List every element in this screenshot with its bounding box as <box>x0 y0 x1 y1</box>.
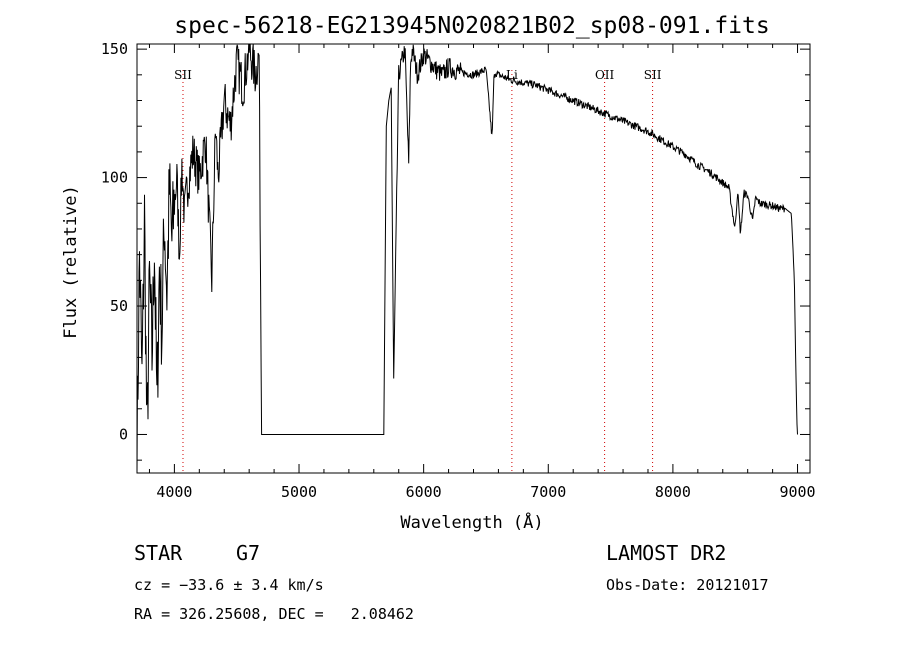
x-tick-label: 6000 <box>406 483 442 501</box>
y-tick-label: 50 <box>110 297 128 315</box>
y-tick-label: 100 <box>101 169 128 187</box>
spectrum-line <box>136 43 798 474</box>
chart-title: spec-56218-EG213945N020821B02_sp08-091.f… <box>174 13 769 39</box>
plot-area: 4000 5000 6000 7000 8000 9000 0 50 100 150 SII Li OI… <box>101 40 816 501</box>
object-subclass: G7 <box>236 541 260 565</box>
spectral-line-label: SII <box>174 68 192 82</box>
x-tick-label: 5000 <box>281 483 317 501</box>
x-axis-label: Wavelength (Å) <box>400 511 543 533</box>
object-class: STAR <box>134 541 183 565</box>
spectral-line-label: SII <box>644 68 662 82</box>
x-tick-label: 9000 <box>779 483 815 501</box>
spectral-line-label: Li <box>506 68 518 82</box>
y-tick-label: 150 <box>101 40 128 58</box>
x-tick-label: 4000 <box>156 483 192 501</box>
obs-date: Obs-Date: 20121017 <box>606 576 769 594</box>
x-tick-label: 7000 <box>530 483 566 501</box>
survey-label: LAMOST DR2 <box>606 541 726 565</box>
coordinates-readout: RA = 326.25608, DEC = 2.08462 <box>134 605 414 623</box>
x-tick-label: 8000 <box>655 483 691 501</box>
velocity-readout: cz = −33.6 ± 3.4 km/s <box>134 576 324 594</box>
spectral-line-label: OII <box>595 68 615 82</box>
y-axis-label: Flux (relative) <box>61 185 81 339</box>
y-tick-label: 0 <box>119 425 128 443</box>
plot-frame <box>136 43 811 474</box>
